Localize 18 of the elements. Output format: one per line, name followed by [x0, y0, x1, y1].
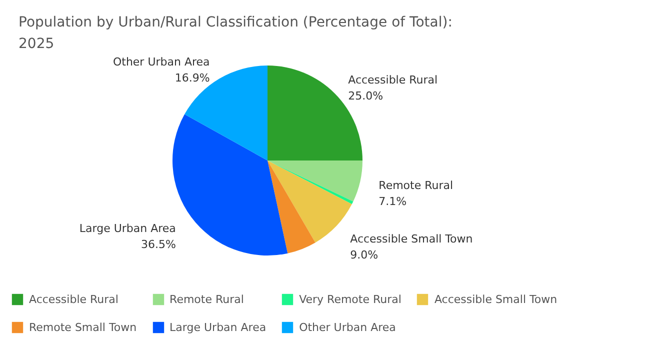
slice-label: Other Urban Area: [112, 56, 210, 69]
legend-label: Very Remote Rural: [299, 292, 402, 306]
slice-label: Accessible Rural: [348, 73, 438, 86]
data-label: 9.0%: [350, 248, 378, 262]
data-label: 16.9%: [174, 72, 210, 85]
data-label: 25.0%: [348, 89, 384, 102]
slice-label: Remote Rural: [378, 179, 454, 192]
legend-label: Large Urban Area: [170, 320, 266, 334]
legend-label: Remote Small Town: [29, 320, 137, 334]
slice-label: Accessible Small Town: [350, 232, 473, 246]
legend-label: Accessible Small Town: [434, 292, 558, 306]
legend-label: Remote Rural: [170, 292, 244, 306]
legend-label: Other Urban Area: [299, 320, 396, 334]
data-label: 36.5%: [140, 238, 176, 251]
data-label: 7.1%: [378, 195, 407, 208]
slice-label: Large Urban Area: [79, 222, 176, 235]
legend-label: Accessible Rural: [29, 292, 118, 306]
chart-title: Population by Urban/Rural Classification (Percentage of Total): 2025: [18, 14, 452, 52]
